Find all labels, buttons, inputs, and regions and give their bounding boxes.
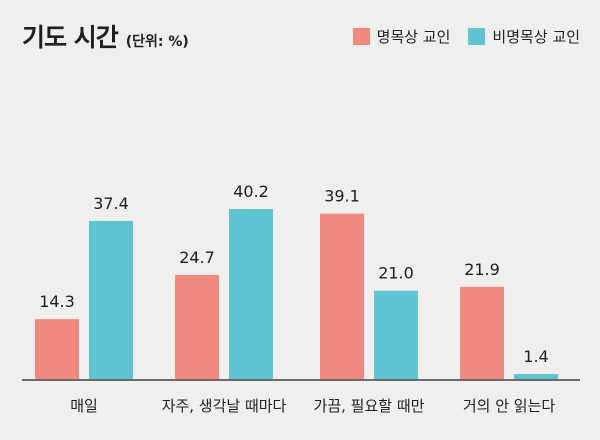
- legend-label-series2: 비명목상 교인: [492, 28, 580, 46]
- category-label-4: 거의 안 읽는다: [463, 397, 556, 415]
- bar-s1-2: [175, 274, 219, 380]
- category-label-2: 자주, 생각날 때마다: [162, 397, 287, 415]
- chart-header: 기도 시간 (단위: %): [22, 18, 189, 54]
- data-label-s1-4: 21.9: [464, 260, 500, 279]
- bar-s2-2: [229, 209, 273, 380]
- data-label-s1-3: 39.1: [324, 187, 360, 206]
- legend-item-series1: 명목상 교인: [352, 26, 451, 47]
- category-label-3: 가끔, 필요할 때만: [314, 397, 425, 415]
- legend: 명목상 교인 비명목상 교인: [335, 26, 580, 47]
- data-label-s2-4: 1.4: [523, 347, 548, 366]
- legend-swatch-series1: [352, 28, 370, 45]
- bar-s1-3: [320, 213, 364, 380]
- data-label-s2-3: 21.0: [378, 264, 414, 283]
- legend-item-series2: 비명목상 교인: [468, 26, 580, 47]
- bar-s2-1: [89, 220, 133, 380]
- legend-label-series1: 명목상 교인: [376, 28, 451, 46]
- data-label-s1-1: 14.3: [39, 292, 75, 311]
- chart-title: 기도 시간: [22, 23, 119, 52]
- data-label-s1-2: 24.7: [179, 248, 215, 267]
- bar-s2-4: [514, 374, 558, 380]
- data-label-s2-2: 40.2: [233, 182, 269, 201]
- bar-s1-4: [460, 286, 504, 380]
- chart-unit: (단위: %): [125, 34, 189, 50]
- legend-swatch-series2: [468, 28, 486, 45]
- data-label-s2-1: 37.4: [93, 194, 129, 213]
- bar-s2-3: [374, 290, 418, 380]
- category-label-1: 매일: [70, 397, 98, 415]
- bar-s1-1: [35, 319, 79, 380]
